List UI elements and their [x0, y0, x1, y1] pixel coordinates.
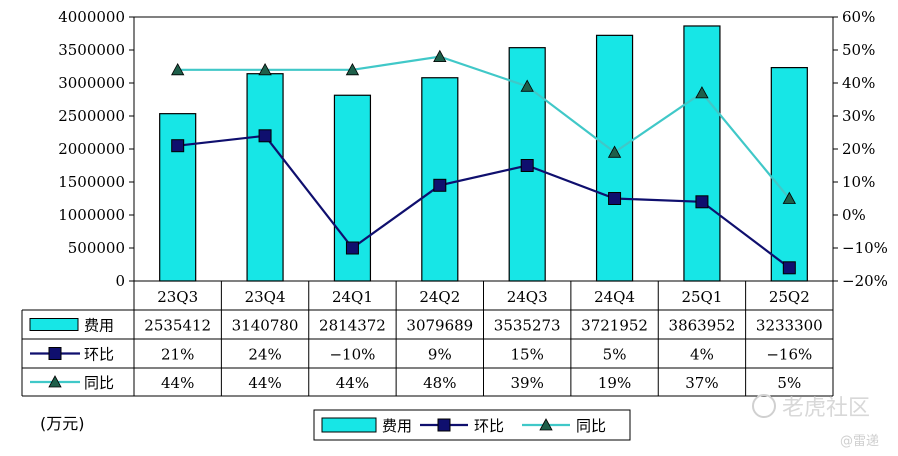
table-key-triangle-marker	[48, 375, 62, 388]
legend-label: 费用	[382, 417, 412, 435]
plot-frame	[133, 16, 834, 282]
plot-border	[133, 16, 834, 282]
table-value: 24%	[248, 346, 281, 364]
square-marker	[433, 178, 447, 192]
y-left-tick-label: 3500000	[58, 41, 125, 59]
table-value: 5%	[603, 346, 627, 364]
legend-label: 同比	[576, 417, 606, 435]
table-value: 5%	[777, 374, 801, 392]
table-value: 48%	[423, 374, 456, 392]
data-table: 23Q3 23Q4 24Q1 24Q2 24Q3 24Q4 25Q1 25Q2 费用 253541…	[21, 280, 834, 397]
table-value: 4%	[690, 346, 714, 364]
square-marker	[520, 159, 534, 172]
table-value: 37%	[685, 374, 718, 392]
table-key-square-marker	[48, 347, 62, 360]
table-value: 21%	[161, 346, 194, 364]
category-label: 24Q1	[332, 288, 373, 306]
y-left-tick-label: 2000000	[58, 140, 125, 158]
category-label: 24Q3	[507, 288, 548, 306]
category-label: 25Q1	[681, 288, 722, 306]
line-series	[171, 49, 796, 275]
table-value: 2814372	[319, 317, 386, 335]
triangle-marker	[607, 145, 622, 158]
y-right-tick-label: −10%	[842, 239, 888, 257]
square-marker	[695, 195, 709, 209]
y-axis-right: 60% 50% 40% 30% 20% 10% 0% −10% −20%	[833, 8, 888, 290]
table-series-name: 环比	[84, 346, 114, 364]
y-right-tick-label: 60%	[842, 8, 875, 26]
y-right-tick-label: −20%	[842, 272, 888, 290]
y-left-tick-label: 500000	[68, 239, 125, 257]
series-line	[177, 55, 791, 200]
legend-label: 环比	[474, 417, 504, 435]
table-value: 3863952	[669, 317, 736, 335]
bar	[159, 113, 197, 282]
legend-square-marker	[437, 418, 451, 432]
bar	[246, 73, 284, 282]
table-value: 44%	[336, 374, 369, 392]
category-label: 24Q4	[594, 288, 635, 306]
triangle-marker	[695, 86, 709, 99]
table-series-name: 同比	[84, 374, 114, 392]
y-left-tick-label: 4000000	[58, 8, 125, 26]
table-key-swatch	[29, 318, 79, 331]
watermark-brand: 老虎社区	[752, 390, 870, 422]
y-left-tick-label: 1500000	[58, 173, 125, 191]
table-value: 19%	[598, 374, 631, 392]
table-value: −16%	[766, 346, 812, 364]
bar	[770, 67, 808, 282]
table-series-name: 费用	[84, 317, 114, 335]
triangle-marker	[345, 62, 360, 76]
table-value: 3079689	[406, 317, 473, 335]
category-label: 24Q2	[419, 288, 460, 306]
square-marker	[258, 129, 272, 143]
bar-series	[159, 25, 808, 282]
tiger-logo-icon	[752, 394, 776, 418]
y-right-tick-label: 30%	[842, 107, 875, 125]
table-value: 2535412	[144, 317, 211, 335]
table-value: 44%	[161, 374, 194, 392]
square-marker	[345, 241, 359, 255]
table-value: −10%	[329, 346, 375, 364]
triangle-marker	[258, 62, 272, 76]
triangle-marker	[171, 62, 185, 76]
category-label: 25Q2	[769, 288, 810, 306]
bar	[595, 34, 634, 282]
y-left-tick-label: 3000000	[58, 74, 125, 92]
legend-swatch	[321, 417, 377, 433]
legend-triangle-marker	[539, 418, 553, 431]
table-value: 3233300	[756, 317, 823, 335]
table-value: 39%	[511, 374, 544, 392]
y-left-tick-label: 1000000	[58, 206, 125, 224]
watermark-credit: @雷递	[840, 434, 880, 449]
triangle-marker	[782, 191, 796, 204]
y-left-tick-label: 2500000	[58, 107, 125, 125]
series-line	[177, 134, 790, 269]
table-value: 44%	[248, 374, 281, 392]
table-value: 3535273	[494, 317, 561, 335]
y-right-tick-label: 40%	[842, 74, 875, 92]
y-left-tick-label: 0	[115, 272, 125, 290]
square-marker	[171, 139, 185, 153]
y-right-tick-label: 50%	[842, 41, 875, 59]
triangle-marker	[433, 49, 447, 62]
table-value: 15%	[511, 346, 544, 364]
category-label: 23Q4	[245, 288, 286, 306]
table-value: 9%	[428, 346, 452, 364]
table-value: 3140780	[232, 317, 299, 335]
y-right-tick-label: 20%	[842, 140, 875, 158]
y-right-tick-label: 0%	[842, 206, 866, 224]
square-marker	[608, 192, 622, 205]
square-marker	[782, 261, 796, 275]
triangle-marker	[520, 79, 534, 92]
legend: 费用 环比 同比	[313, 409, 631, 441]
unit-label: (万元)	[40, 414, 85, 433]
y-right-tick-label: 10%	[842, 173, 875, 191]
y-axis-left: 4000000 3500000 3000000 2500000 2000000 15000…	[58, 8, 134, 290]
bar	[683, 25, 721, 282]
table-value: 3721952	[581, 317, 648, 335]
category-label: 23Q3	[157, 288, 198, 306]
